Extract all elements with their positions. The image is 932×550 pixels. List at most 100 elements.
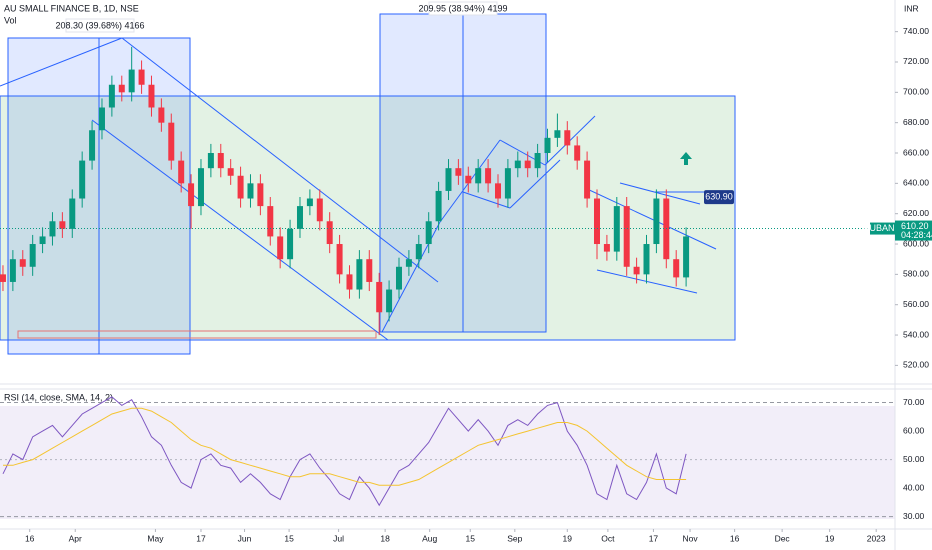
y-tick-label: 540.00 xyxy=(903,329,929,339)
x-tick-label: Sep xyxy=(507,533,522,543)
candle-body xyxy=(366,259,373,282)
candle-body xyxy=(277,236,284,260)
candle-body xyxy=(554,130,561,138)
candle-body xyxy=(39,236,46,245)
x-tick-label: 15 xyxy=(284,533,294,543)
arrow-icon xyxy=(680,152,692,165)
candle-body xyxy=(227,168,234,176)
candle-body xyxy=(138,69,145,85)
candle-body xyxy=(623,206,630,267)
candle-body xyxy=(346,274,353,290)
candle-body xyxy=(455,168,462,176)
candle-body xyxy=(296,206,303,229)
y-tick-label: 580.00 xyxy=(903,269,929,279)
symbol-title: AU SMALL FINANCE B, 1D, NSE xyxy=(4,3,139,13)
rsi-tick-label: 40.00 xyxy=(903,482,925,492)
candle-body xyxy=(386,289,393,313)
candle-body xyxy=(613,206,620,252)
candle-body xyxy=(316,198,323,222)
y-tick-label: 740.00 xyxy=(903,26,929,36)
y-tick-label: 600.00 xyxy=(903,238,929,248)
annotation-box xyxy=(65,18,135,33)
candle-body xyxy=(0,274,6,282)
candle-body xyxy=(79,160,86,199)
x-tick-label: Jun xyxy=(238,533,252,543)
candle-body xyxy=(405,259,412,267)
candle-body xyxy=(257,183,264,207)
rsi-tick-label: 70.00 xyxy=(903,397,925,407)
y-tick-label: 700.00 xyxy=(903,87,929,97)
x-tick-label: 2023 xyxy=(867,533,886,543)
x-tick-label: Aug xyxy=(422,533,437,543)
candle-body xyxy=(376,281,383,313)
last-price-label: 610.20 xyxy=(901,221,929,231)
candle-body xyxy=(465,175,472,184)
candle-body xyxy=(49,221,56,237)
x-tick-label: 19 xyxy=(825,533,835,543)
currency: INR xyxy=(904,3,919,13)
measure-annotation: 209.95 (38.94%) 4199 xyxy=(418,3,507,13)
rsi-tick-label: 30.00 xyxy=(903,511,925,521)
target-box xyxy=(704,190,734,205)
y-tick-label: 620.00 xyxy=(903,208,929,218)
measure-annotation: 208.30 (39.68%) 4166 xyxy=(55,20,144,30)
candle-body xyxy=(415,244,422,260)
candle-body xyxy=(148,84,155,108)
marks: 520.00 540.00 560.00 580.00 600.00 620.00 640.… xyxy=(0,26,932,543)
candle-body xyxy=(108,84,115,108)
x-tick-label: 16 xyxy=(25,533,35,543)
candle-body xyxy=(425,221,432,245)
candle-body xyxy=(188,183,195,207)
x-tick-label: Dec xyxy=(775,533,791,543)
y-tick-label: 560.00 xyxy=(903,299,929,309)
candle-body xyxy=(168,122,175,161)
volume-label: Vol xyxy=(4,15,17,25)
x-tick-label: 16 xyxy=(730,533,740,543)
candle-body xyxy=(574,145,581,161)
y-tick-label: 520.00 xyxy=(903,360,929,370)
y-tick-label: 720.00 xyxy=(903,56,929,66)
candle-body xyxy=(504,168,511,199)
candle-body xyxy=(197,168,204,207)
zone xyxy=(17,330,377,339)
candle-body xyxy=(326,221,333,245)
rsi-line xyxy=(2,396,687,507)
candle-body xyxy=(69,198,76,229)
y-tick-label: 660.00 xyxy=(903,147,929,157)
candle-body xyxy=(514,160,521,169)
x-tick-label: 15 xyxy=(466,533,476,543)
candle-body xyxy=(59,221,66,229)
candle-body xyxy=(267,206,274,237)
candle-body xyxy=(19,259,26,267)
x-tick-label: 17 xyxy=(649,533,659,543)
candle-body xyxy=(534,153,541,169)
candle-body xyxy=(633,266,640,275)
countdown-label: 04:28:44 xyxy=(901,230,932,240)
candle-body xyxy=(29,244,36,267)
rsi-title: RSI (14, close, SMA, 14, 2) xyxy=(4,392,113,402)
annotation-box xyxy=(428,1,498,16)
price-tag xyxy=(895,220,932,241)
candle-body xyxy=(584,160,591,199)
rsi-tick-label: 50.00 xyxy=(903,454,925,464)
candle-body xyxy=(118,84,125,93)
candle-body xyxy=(475,168,482,184)
x-tick-label: 17 xyxy=(196,533,206,543)
x-tick-label: Nov xyxy=(682,533,698,543)
candle-body xyxy=(89,130,96,161)
candle-body xyxy=(435,190,442,222)
candle-body xyxy=(683,236,690,278)
candle-body xyxy=(544,137,551,154)
x-tick-label: Apr xyxy=(69,533,82,543)
candle-body xyxy=(128,69,135,93)
x-tick-label: 18 xyxy=(380,533,390,543)
drawings xyxy=(0,13,932,385)
candle-body xyxy=(247,183,254,199)
candle-body xyxy=(603,244,610,252)
candle-body xyxy=(643,244,650,275)
candle-body xyxy=(287,228,294,260)
candle-body xyxy=(178,160,185,184)
symbol-tag xyxy=(870,222,895,235)
candle-body xyxy=(336,244,343,275)
